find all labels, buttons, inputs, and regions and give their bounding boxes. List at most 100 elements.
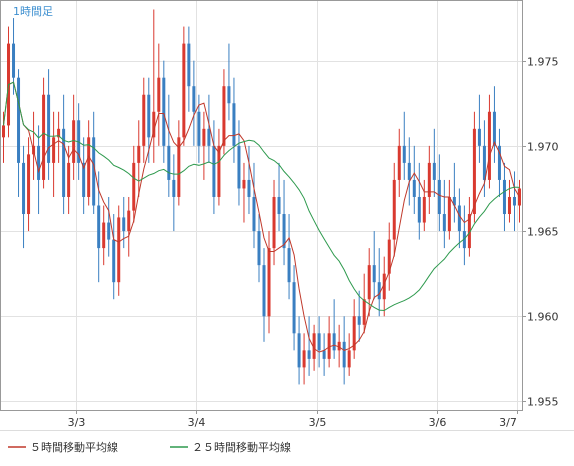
legend-label-ma25: ２５時間移動平均線 xyxy=(192,440,291,454)
candle-body xyxy=(82,162,86,197)
candle-body xyxy=(107,222,111,240)
candle-body xyxy=(352,316,356,351)
candle-body xyxy=(127,210,131,232)
candle-body xyxy=(417,196,421,223)
candle-body xyxy=(447,196,451,232)
ma-line-5 xyxy=(3,81,520,353)
x-tick-label: 3/7 xyxy=(499,416,517,429)
candle xyxy=(207,94,211,163)
candle xyxy=(497,128,501,197)
candle-body xyxy=(397,145,401,180)
candle xyxy=(427,145,431,215)
candles xyxy=(2,9,521,385)
candle xyxy=(177,120,181,206)
candle xyxy=(162,60,166,163)
candle xyxy=(202,111,206,180)
candle xyxy=(167,94,171,197)
candle-body xyxy=(502,179,506,215)
y-tick-label: 1.975 xyxy=(527,56,559,69)
candle-body xyxy=(167,145,171,180)
candle-body xyxy=(142,94,146,146)
candle xyxy=(187,26,191,112)
candle-body xyxy=(317,333,321,351)
candle xyxy=(242,162,246,223)
candle xyxy=(352,299,356,359)
candle xyxy=(247,145,251,215)
candle xyxy=(382,256,386,317)
candle-body xyxy=(292,282,296,334)
candle xyxy=(487,94,491,189)
candle-body xyxy=(472,128,476,215)
candle xyxy=(297,316,301,385)
candle xyxy=(57,111,61,163)
candle-body xyxy=(442,214,446,232)
candle xyxy=(462,205,466,266)
candle xyxy=(397,128,401,197)
candle-body xyxy=(12,43,16,78)
candle xyxy=(282,179,286,266)
candle xyxy=(437,154,441,232)
candle-body xyxy=(307,350,311,359)
candle-body xyxy=(467,214,471,249)
candle-body xyxy=(497,145,501,180)
candle-body xyxy=(162,77,166,146)
candle-body xyxy=(297,333,301,368)
candle-body xyxy=(487,111,491,180)
candle-body xyxy=(182,43,186,138)
candle xyxy=(212,120,216,215)
candle-body xyxy=(372,265,376,283)
candle xyxy=(327,316,331,368)
candle-body xyxy=(462,231,466,249)
candle-body xyxy=(112,239,116,283)
candle xyxy=(17,69,21,197)
candle xyxy=(142,77,146,163)
candle-body xyxy=(97,205,101,249)
candle xyxy=(72,94,76,180)
candle xyxy=(262,248,266,342)
candle xyxy=(192,60,196,146)
candle xyxy=(442,179,446,249)
candle xyxy=(157,43,161,146)
candle xyxy=(227,43,231,121)
candle xyxy=(292,265,296,351)
candle xyxy=(392,162,396,257)
candle-body xyxy=(152,111,156,138)
candle xyxy=(332,299,336,359)
candle xyxy=(412,145,416,215)
candle-body xyxy=(227,86,231,104)
candle-body xyxy=(272,196,276,249)
candle xyxy=(322,333,326,376)
candle xyxy=(62,94,66,215)
candle xyxy=(182,26,186,146)
candle-body xyxy=(322,350,326,359)
candle xyxy=(452,162,456,223)
candle xyxy=(267,231,271,334)
candle-body xyxy=(207,128,211,146)
candle xyxy=(112,214,116,300)
candle-body xyxy=(267,248,271,317)
candle xyxy=(87,120,91,206)
candle-body xyxy=(212,145,216,197)
candle-body xyxy=(392,179,396,240)
candle-body xyxy=(262,265,266,317)
timeframe-label: 1時間足 xyxy=(13,5,53,18)
candle-body xyxy=(312,333,316,359)
candle-body xyxy=(422,196,426,223)
candle xyxy=(232,77,236,163)
candle xyxy=(372,231,376,300)
plot-area xyxy=(0,0,523,411)
candle xyxy=(107,196,111,257)
candle xyxy=(472,111,476,223)
ma-line-25 xyxy=(3,81,520,312)
candle-body xyxy=(437,179,441,215)
candle-body xyxy=(57,128,61,138)
candle-body xyxy=(412,179,416,197)
candle xyxy=(122,196,126,249)
candle-body xyxy=(427,162,431,197)
candle-body xyxy=(377,282,381,300)
candle-body xyxy=(327,333,331,359)
candle-body xyxy=(197,111,201,146)
y-tick-label: 1.965 xyxy=(527,226,559,239)
candle xyxy=(422,179,426,232)
